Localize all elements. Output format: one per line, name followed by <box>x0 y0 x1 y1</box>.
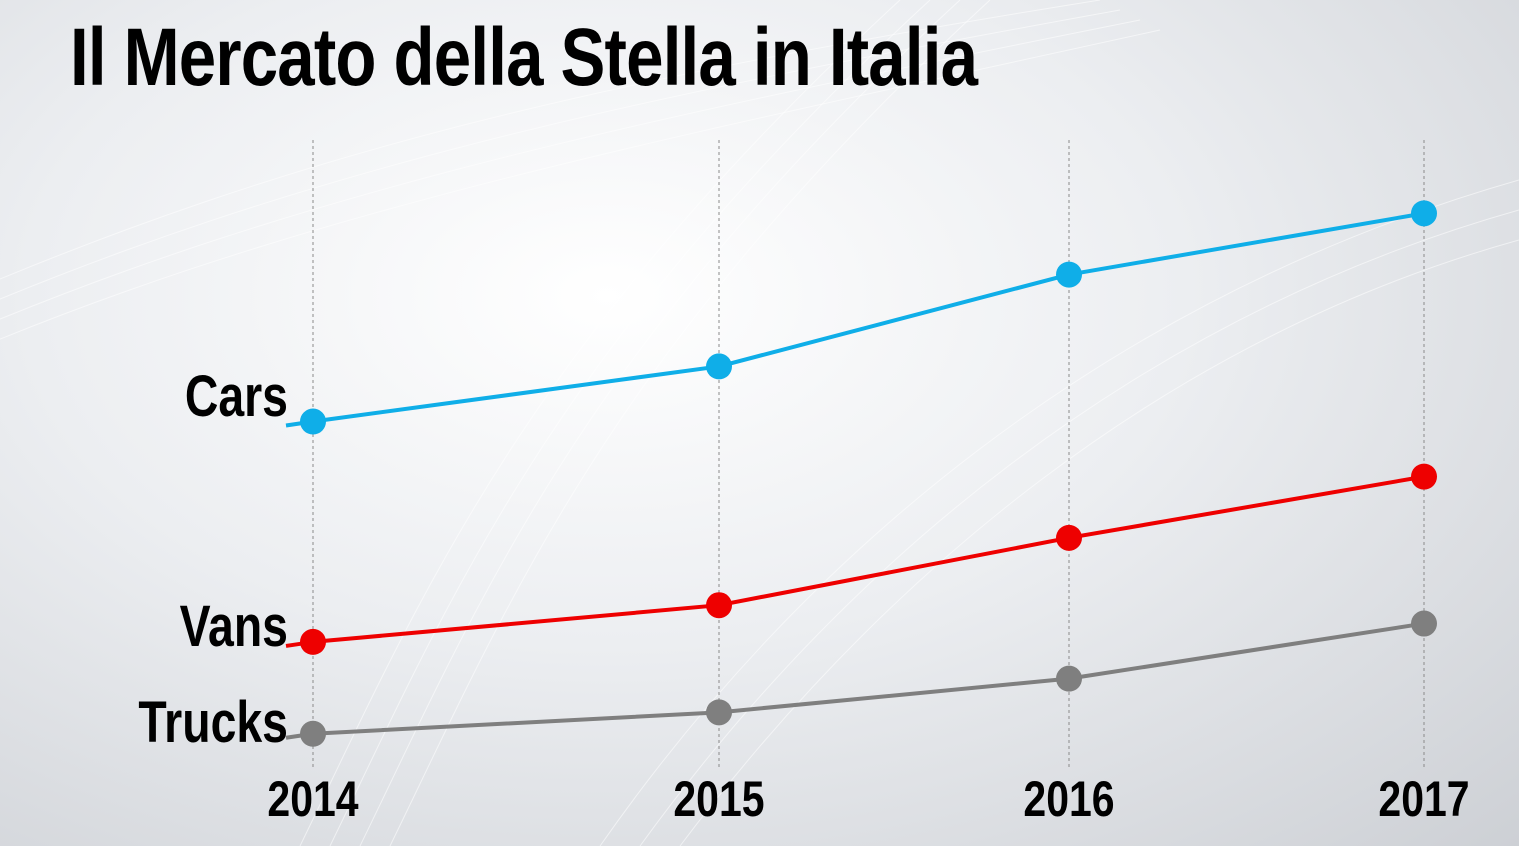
point-trucks-2016 <box>1056 665 1082 692</box>
point-vans-2017 <box>1411 463 1437 490</box>
series-line-cars <box>312 211 1425 424</box>
point-trucks-2015 <box>706 699 732 726</box>
series-layer <box>285 200 1437 747</box>
series-line-trucks <box>312 621 1425 736</box>
point-cars-2017 <box>1411 200 1437 227</box>
series-label-trucks: Trucks <box>138 690 288 755</box>
grid-lines <box>312 140 1425 770</box>
x-tick-2016: 2016 <box>1023 771 1114 827</box>
x-tick-2017: 2017 <box>1378 771 1469 827</box>
label-layer: 2014 2015 2016 2017 Cars Vans Trucks <box>138 364 1469 827</box>
x-tick-2015: 2015 <box>673 771 764 827</box>
point-cars-2016 <box>1056 261 1082 288</box>
x-tick-2014: 2014 <box>267 771 359 827</box>
point-trucks-2017 <box>1411 610 1437 637</box>
point-vans-2014 <box>300 628 326 655</box>
point-trucks-2014 <box>300 720 326 747</box>
point-cars-2015 <box>706 353 732 380</box>
page-title: Il Mercato della Stella in Italia <box>70 12 978 103</box>
point-cars-2014 <box>300 408 326 435</box>
series-line-vans <box>312 474 1425 644</box>
series-label-vans: Vans <box>180 594 288 659</box>
point-vans-2015 <box>706 592 732 619</box>
series-label-cars: Cars <box>185 364 288 429</box>
point-vans-2016 <box>1056 524 1082 551</box>
